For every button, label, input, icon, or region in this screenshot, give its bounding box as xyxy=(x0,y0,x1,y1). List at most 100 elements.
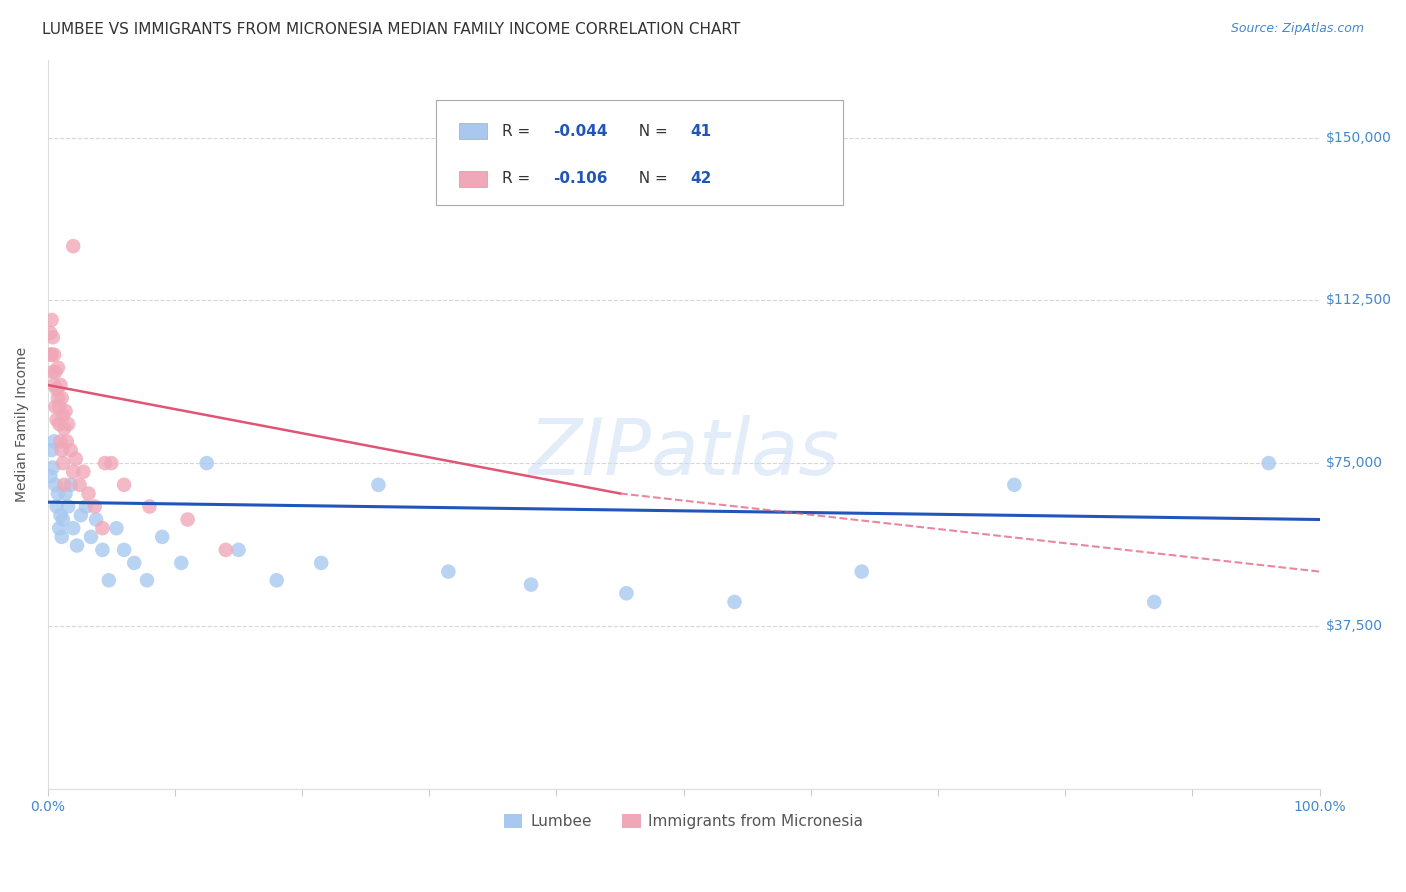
Point xyxy=(1143,595,1166,609)
Point xyxy=(51,391,73,405)
Point xyxy=(195,456,218,470)
Point xyxy=(72,465,94,479)
Text: R =: R = xyxy=(502,124,534,139)
Text: 41: 41 xyxy=(690,124,711,139)
Point xyxy=(91,521,114,535)
Point xyxy=(112,542,135,557)
Point xyxy=(367,478,389,492)
Point xyxy=(44,478,66,492)
Point xyxy=(52,456,75,470)
Text: R =: R = xyxy=(502,171,540,186)
Point xyxy=(56,417,79,431)
Point xyxy=(66,539,89,553)
Point xyxy=(228,542,250,557)
Point xyxy=(309,556,332,570)
FancyBboxPatch shape xyxy=(436,100,842,205)
Point xyxy=(69,508,91,523)
Text: Source: ZipAtlas.com: Source: ZipAtlas.com xyxy=(1230,22,1364,36)
Point xyxy=(84,512,107,526)
Point xyxy=(59,443,82,458)
Point xyxy=(170,556,193,570)
Point xyxy=(42,434,65,449)
Point xyxy=(42,348,65,362)
Point xyxy=(44,365,66,379)
Point xyxy=(48,521,70,535)
Point xyxy=(77,486,100,500)
Point xyxy=(69,478,91,492)
Point xyxy=(49,508,72,523)
Point xyxy=(46,486,69,500)
Point xyxy=(112,478,135,492)
Point xyxy=(49,378,72,392)
Point xyxy=(45,382,67,396)
Point xyxy=(75,500,97,514)
Point xyxy=(138,500,160,514)
Point xyxy=(45,413,67,427)
Point xyxy=(48,400,70,414)
Point xyxy=(266,574,288,588)
Text: $150,000: $150,000 xyxy=(1326,131,1392,145)
Point xyxy=(97,574,120,588)
Point xyxy=(100,456,122,470)
Point xyxy=(39,326,62,340)
Text: 42: 42 xyxy=(690,171,711,186)
Point xyxy=(41,313,63,327)
Point xyxy=(53,478,76,492)
Point xyxy=(56,434,79,449)
Legend: Lumbee, Immigrants from Micronesia: Lumbee, Immigrants from Micronesia xyxy=(498,808,869,836)
Point xyxy=(44,400,66,414)
Point xyxy=(51,443,73,458)
Point xyxy=(215,542,238,557)
Point xyxy=(105,521,128,535)
Point xyxy=(42,460,65,475)
FancyBboxPatch shape xyxy=(458,123,486,139)
Point xyxy=(723,595,745,609)
Point xyxy=(46,360,69,375)
Point xyxy=(51,530,73,544)
Point xyxy=(39,348,62,362)
Point xyxy=(56,500,79,514)
Point xyxy=(42,378,65,392)
Point xyxy=(46,391,69,405)
Text: N =: N = xyxy=(628,171,672,186)
Point xyxy=(136,574,159,588)
Point xyxy=(176,512,198,526)
Point xyxy=(48,417,70,431)
Text: -0.106: -0.106 xyxy=(553,171,607,186)
Point xyxy=(52,409,75,423)
Text: $112,500: $112,500 xyxy=(1326,293,1392,308)
Text: ZIPatlas: ZIPatlas xyxy=(529,415,839,491)
Point xyxy=(53,421,76,435)
Point xyxy=(59,478,82,492)
Point xyxy=(83,500,105,514)
Point xyxy=(1257,456,1279,470)
Point xyxy=(520,577,543,591)
Point xyxy=(1002,478,1025,492)
Point xyxy=(91,542,114,557)
Point xyxy=(150,530,173,544)
Point xyxy=(49,434,72,449)
Point xyxy=(616,586,638,600)
Point xyxy=(65,451,87,466)
Point xyxy=(42,365,65,379)
Point xyxy=(45,500,67,514)
Text: N =: N = xyxy=(628,124,672,139)
Point xyxy=(94,456,117,470)
Point xyxy=(41,443,63,458)
Point xyxy=(41,348,63,362)
Y-axis label: Median Family Income: Median Family Income xyxy=(15,346,30,501)
Point xyxy=(80,530,103,544)
Point xyxy=(55,404,77,418)
Point xyxy=(851,565,873,579)
Point xyxy=(437,565,460,579)
Text: LUMBEE VS IMMIGRANTS FROM MICRONESIA MEDIAN FAMILY INCOME CORRELATION CHART: LUMBEE VS IMMIGRANTS FROM MICRONESIA MED… xyxy=(42,22,741,37)
Point xyxy=(62,521,84,535)
Text: -0.044: -0.044 xyxy=(553,124,607,139)
Point xyxy=(62,239,84,253)
Point xyxy=(122,556,145,570)
Text: $75,000: $75,000 xyxy=(1326,456,1384,470)
Point xyxy=(55,486,77,500)
FancyBboxPatch shape xyxy=(458,171,486,187)
Point xyxy=(39,469,62,483)
Text: $37,500: $37,500 xyxy=(1326,619,1384,632)
